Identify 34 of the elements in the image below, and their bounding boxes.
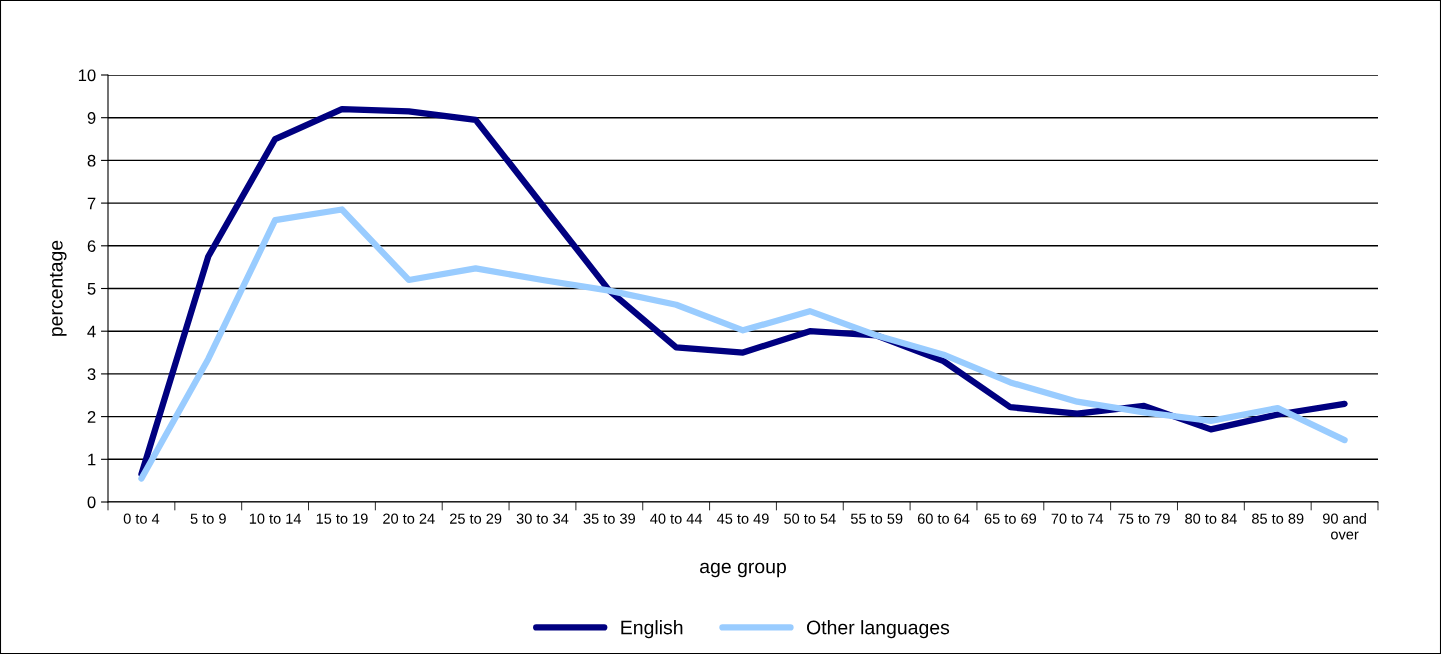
x-tick-label: 65 to 69	[984, 513, 1037, 524]
y-tick-label: 9	[87, 112, 96, 124]
y-tick-label: 3	[87, 368, 96, 381]
x-tick-label: 10 to 14	[249, 513, 302, 524]
x-tick-label: 60 to 64	[917, 513, 970, 524]
y-tick-label: 7	[87, 197, 96, 210]
x-tick-label: 15 to 19	[316, 513, 368, 524]
x-tick-label: 70 to 74	[1051, 513, 1104, 524]
x-tick-label: 40 to 44	[650, 513, 703, 524]
y-tick-label: 6	[87, 240, 96, 252]
x-tick-label: 45 to 49	[716, 513, 769, 524]
x-tick-label: 30 to 34	[516, 513, 569, 524]
y-tick-label: 1	[88, 453, 96, 466]
x-tick-label: 35 to 39	[583, 513, 635, 524]
y-tick-label: 10	[78, 69, 96, 82]
x-tick-label: 55 to 59	[850, 513, 903, 524]
x-tick-label: 5 to 9	[190, 513, 226, 524]
y-tick-label: 0	[87, 496, 96, 509]
legend-label: English	[621, 620, 683, 639]
y-tick-label: 8	[87, 154, 96, 167]
y-tick-label: 2	[87, 411, 96, 423]
x-tick-label: 25 to 29	[450, 513, 502, 524]
y-axis-title: percentage	[49, 240, 67, 336]
x-axis-title: age group	[700, 562, 786, 578]
x-tick-label: 20 to 24	[383, 513, 435, 524]
y-tick-label: 5	[87, 283, 96, 295]
x-tick-label: 90 and over	[1322, 513, 1366, 540]
x-tick-label: 50 to 54	[784, 513, 836, 524]
x-tick-label: 75 to 79	[1118, 513, 1170, 524]
y-tick-label: 4	[87, 325, 96, 338]
x-tick-label: 85 to 89	[1252, 513, 1304, 524]
x-tick-label: 0 to 4	[123, 513, 160, 524]
x-tick-label: 80 to 84	[1185, 513, 1237, 524]
legend-label: Other languages	[806, 620, 950, 639]
